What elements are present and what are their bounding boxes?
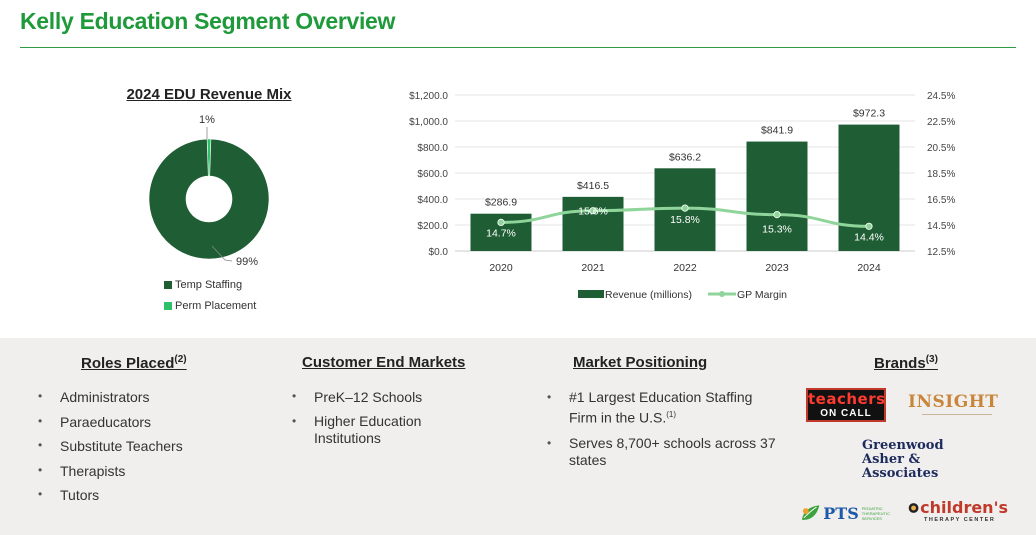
list-item: Administrators [38,389,183,414]
pts-sub-line: THERAPEUTIC [861,510,890,516]
roles-heading: Roles Placed(2) [81,354,187,372]
leaf-icon [801,505,820,520]
y-left-tick-label: $600.0 [417,169,448,180]
list-item: Paraeducators [38,414,183,439]
list-item: PreK–12 Schools [292,389,464,405]
roles-list: Administrators Paraeducators Substitute … [38,389,183,512]
brands-title: Brands [874,355,926,372]
y-right-tick-label: 14.5% [927,221,955,232]
slice-label-temp: 99% [236,256,258,268]
y-left-tick-label: $400.0 [417,195,448,206]
revenue-mix-donut: 1% 99% [148,114,270,268]
greenwood-line: Associates [862,466,939,481]
pct-leader-line [211,245,233,262]
pts-sub-line: PEDIATRIC [861,505,883,511]
donut-slice-temp-staffing [148,138,270,260]
teachers-logo-bottom: ON CALL [820,408,872,419]
pts-logo-text: PTS [823,503,859,523]
x-tick-label: 2020 [489,262,513,274]
gp-margin-data-label: 15.8% [670,214,700,226]
revenue-data-label: $286.9 [485,197,517,209]
gp-margin-point [865,222,873,230]
positioning-list: #1 Largest Education Staffing Firm in th… [547,389,784,469]
x-tick-label: 2022 [673,262,697,274]
y-right-tick-label: 22.5% [927,117,955,128]
brands-footnote: (3) [925,354,938,365]
y-right-tick-label: 16.5% [927,195,955,206]
revenue-margin-chart: $0.0 $200.0 $400.0 $600.0 $800.0 $1,000.0 $1,2… [409,91,955,301]
gp-margin-point [681,204,689,212]
gp-margin-data-label: 15.3% [762,224,792,236]
teachers-on-call-logo: teachers ON CALL [806,388,886,422]
legend-item-perm: Perm Placement [164,300,256,312]
x-tick-label: 2024 [857,262,881,274]
x-tick-label: 2021 [581,262,605,274]
legend-label: Perm Placement [175,300,257,312]
legend-label-margin: GP Margin [737,289,787,301]
y-left-tick-label: $1,000.0 [409,117,448,128]
brands-heading: Brands(3) [874,354,938,372]
child-icon [908,502,919,513]
revenue-bar [838,124,900,251]
greenwood-line: Asher & [862,452,921,467]
gp-margin-data-label: 14.4% [854,231,884,243]
slice-label-perm: 1% [199,114,215,126]
list-item: Higher Education Institutions [292,413,464,447]
childrens-logo-sub: THERAPY CENTER [924,517,996,523]
insight-logo: INSIGHT [908,392,998,415]
legend-label: Temp Staffing [175,279,243,291]
childrens-logo-text: children's [920,498,1008,517]
y-right-tick-label: 24.5% [927,91,955,102]
y-left-tick-label: $1,200.0 [409,91,448,102]
markets-list: PreK–12 Schools Higher Education Institu… [292,389,464,447]
page-title: Kelly Education Segment Overview [20,8,396,34]
insight-tagline-rule [922,414,992,415]
gp-margin-point [497,218,505,226]
revenue-bar [562,196,624,251]
y-left-tick-label: $0.0 [429,247,449,258]
legend-swatch [164,281,172,289]
legend-marker-margin [719,291,725,297]
pts-logo-sub: PEDIATRIC THERAPEUTIC SERVICES [862,506,890,521]
positioning-heading: Market Positioning [573,354,708,371]
teachers-logo-top: teachers [808,390,886,408]
roles-footnote: (2) [174,354,187,365]
gp-margin-data-label: 15.6% [578,206,608,218]
gp-margin-data-label: 14.7% [486,227,516,239]
y-left-tick-label: $800.0 [417,143,448,154]
positioning-footnote: (1) [666,410,677,419]
gp-margin-point [589,207,597,215]
greenwood-line: Greenwood [862,438,944,453]
y-right-tick-label: 20.5% [927,143,955,154]
list-item: #1 Largest Education Staffing Firm in th… [547,389,784,427]
gp-margin-point [773,211,781,219]
revenue-data-label: $416.5 [577,180,609,192]
greenwood-asher-logo: Greenwood Asher & Associates [862,439,972,481]
positioning-text-1: #1 Largest Education Staffing Firm in th… [569,389,753,426]
y-right-tick-label: 12.5% [927,247,955,258]
pts-logo: PTS PEDIATRIC THERAPEUTIC SERVICES [800,500,890,526]
roles-title: Roles Placed [81,355,175,372]
childrens-therapy-logo: children's THERAPY CENTER [908,498,1008,523]
list-item: Tutors [38,487,183,512]
x-tick-label: 2023 [765,262,789,274]
list-item: Therapists [38,463,183,488]
y-left-tick-label: $200.0 [417,221,448,232]
y-right-tick-label: 18.5% [927,169,955,180]
revenue-data-label: $841.9 [761,125,793,137]
revenue-data-label: $972.3 [853,108,885,120]
revenue-mix-title: 2024 EDU Revenue Mix [126,86,292,103]
list-item: Serves 8,700+ schools across 37 states [547,435,784,469]
list-item: Substitute Teachers [38,438,183,463]
revenue-bar [746,141,808,251]
legend-item-temp: Temp Staffing [164,279,242,291]
legend-swatch-revenue [578,290,604,298]
insight-logo-text: INSIGHT [908,392,999,412]
legend-swatch [164,302,172,310]
markets-heading: Customer End Markets [302,354,466,371]
revenue-data-label: $636.2 [669,151,701,163]
pts-sub-line: SERVICES [861,515,882,521]
legend-label-revenue: Revenue (millions) [605,289,692,301]
title-divider [20,47,1016,48]
